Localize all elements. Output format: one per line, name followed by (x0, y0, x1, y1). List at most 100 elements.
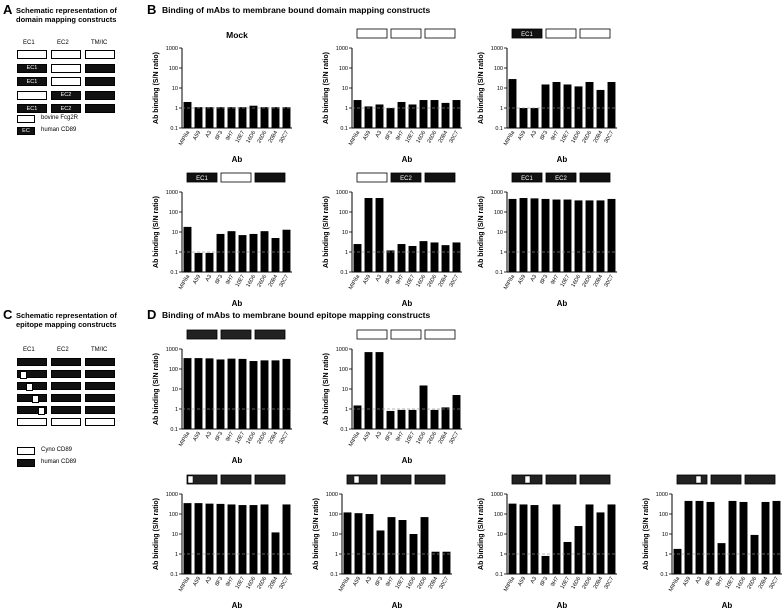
bar-a59 (519, 504, 528, 574)
y-axis-label: Ab binding (S/N ratio) (643, 498, 650, 570)
x-tick-label: 10E7 (405, 431, 417, 445)
schematic-c-domain-box (51, 382, 81, 390)
bar-9h7 (552, 81, 561, 128)
bar-16d6 (419, 385, 428, 429)
x-tick-label: 20B4 (268, 130, 280, 144)
bar-a3 (205, 358, 214, 429)
y-tick-label: 0.1 (495, 572, 503, 578)
x-tick-label: A59 (192, 431, 202, 442)
x-tick-label: 30C7 (603, 130, 615, 144)
y-tick-label: 1 (665, 552, 668, 558)
chart-b3: EC1 0.1 1 10 100 1000 Ab binding (S/N ratio) MI… (478, 28, 617, 164)
chart-title: Mock (226, 30, 248, 40)
schematic-a-domain-box: EC2 (51, 104, 81, 113)
x-tick-label: 10E7 (235, 431, 247, 445)
y-tick-label: 1 (335, 552, 338, 558)
bar-mip8a (353, 100, 362, 128)
panel-d-title: Binding of mAbs to membrane bound epitop… (162, 310, 431, 320)
x-tick-label: 16D6 (405, 576, 417, 590)
x-tick-label: 20B4 (268, 274, 280, 288)
bar-30c7 (607, 81, 616, 128)
legend-label: human CD89 (41, 127, 77, 133)
epitope-swap-notch (353, 475, 360, 484)
construct-box (511, 28, 543, 39)
bar-20b4 (761, 501, 770, 574)
bar-20b4 (271, 360, 280, 429)
y-axis-label: Ab binding (S/N ratio) (323, 196, 330, 268)
x-tick-label: A3 (205, 130, 214, 139)
x-tick-label: 26D6 (256, 274, 268, 288)
x-tick-label: 26D6 (581, 274, 593, 288)
epitope-swap-notch (26, 383, 33, 391)
y-tick-label: 100 (494, 512, 503, 518)
bar-mip8a (183, 101, 192, 128)
bar-9h7 (397, 244, 406, 272)
schematic-c-domain-box (51, 358, 81, 366)
bar-a59 (354, 513, 363, 574)
y-tick-label: 1 (175, 106, 178, 112)
bar-a3 (375, 198, 384, 272)
bar-30c7 (607, 198, 616, 272)
bar-10e7 (408, 409, 417, 429)
x-tick-label: 30C7 (603, 274, 615, 288)
panel-label-b: B (147, 2, 157, 17)
bar-16d6 (249, 105, 258, 128)
bar-mip8a (343, 512, 352, 574)
schematic-c-domain-box (51, 370, 81, 378)
y-tick-label: 100 (339, 210, 348, 216)
bar-16d6 (249, 361, 258, 429)
x-tick-label: A3 (530, 274, 539, 283)
construct-box (356, 329, 388, 340)
y-tick-label: 1 (345, 250, 348, 256)
construct-box (220, 474, 252, 485)
x-tick-label: 8F3 (374, 576, 384, 587)
construct-box (220, 329, 252, 340)
x-tick-label: A3 (375, 130, 384, 139)
bar-a3 (205, 107, 214, 128)
y-tick-label: 0.1 (340, 427, 348, 433)
schematic-c-domain-box (85, 382, 115, 390)
bar-16d6 (419, 241, 428, 272)
x-tick-label: 20B4 (428, 576, 440, 590)
bar-26d6 (430, 409, 439, 429)
schematic-a-title-line1: Schematic representation of (16, 6, 117, 15)
bar-mip8a (508, 503, 517, 574)
bar-10e7 (728, 500, 737, 574)
bar-a3 (365, 514, 374, 574)
bar-8f3 (706, 501, 715, 574)
x-tick-label: MIP8a (348, 129, 362, 147)
x-tick-label: MIP8a (503, 129, 517, 147)
y-tick-label: 10 (332, 532, 338, 538)
bar-20b4 (596, 512, 605, 574)
x-tick-label: 30C7 (448, 431, 460, 445)
y-tick-label: 10 (342, 230, 348, 236)
x-tick-label: 10E7 (235, 130, 247, 144)
schematic-c-title: Schematic representation of epitope mapp… (16, 311, 117, 329)
y-tick-label: 10 (497, 532, 503, 538)
construct-box (424, 172, 456, 183)
schematic-c-domain-box (85, 358, 115, 366)
schematic-c-col-tm-ic: TM/IC (91, 347, 108, 353)
bar-a59 (194, 358, 203, 429)
bar-mip8a (353, 405, 362, 429)
y-tick-label: 10 (662, 532, 668, 538)
schematic-c-col-ec2: EC2 (57, 347, 69, 353)
x-tick-label: 16D6 (570, 130, 582, 144)
bar-10e7 (408, 245, 417, 272)
bar-mip8a (183, 358, 192, 429)
x-tick-label: A3 (695, 576, 704, 585)
y-tick-label: 1 (500, 552, 503, 558)
bar-8f3 (216, 107, 225, 128)
x-tick-label: A3 (530, 576, 539, 585)
schematic-a: EC1 EC2 TM/IC EC1 EC1 EC2 EC1 EC2 bovine Fcg2R EC… (15, 40, 135, 150)
y-axis-label: Ab binding (S/N ratio) (478, 498, 485, 570)
bar-a59 (519, 108, 528, 128)
x-tick-label: 20B4 (268, 431, 280, 445)
bar-30c7 (607, 504, 616, 574)
x-tick-label: 26D6 (256, 576, 268, 590)
x-tick-label: 8F3 (384, 431, 394, 442)
bar-a3 (205, 252, 214, 272)
x-tick-label: 10E7 (235, 274, 247, 288)
x-tick-label: 16D6 (415, 431, 427, 445)
y-axis-label: Ab binding (S/N ratio) (153, 498, 160, 570)
